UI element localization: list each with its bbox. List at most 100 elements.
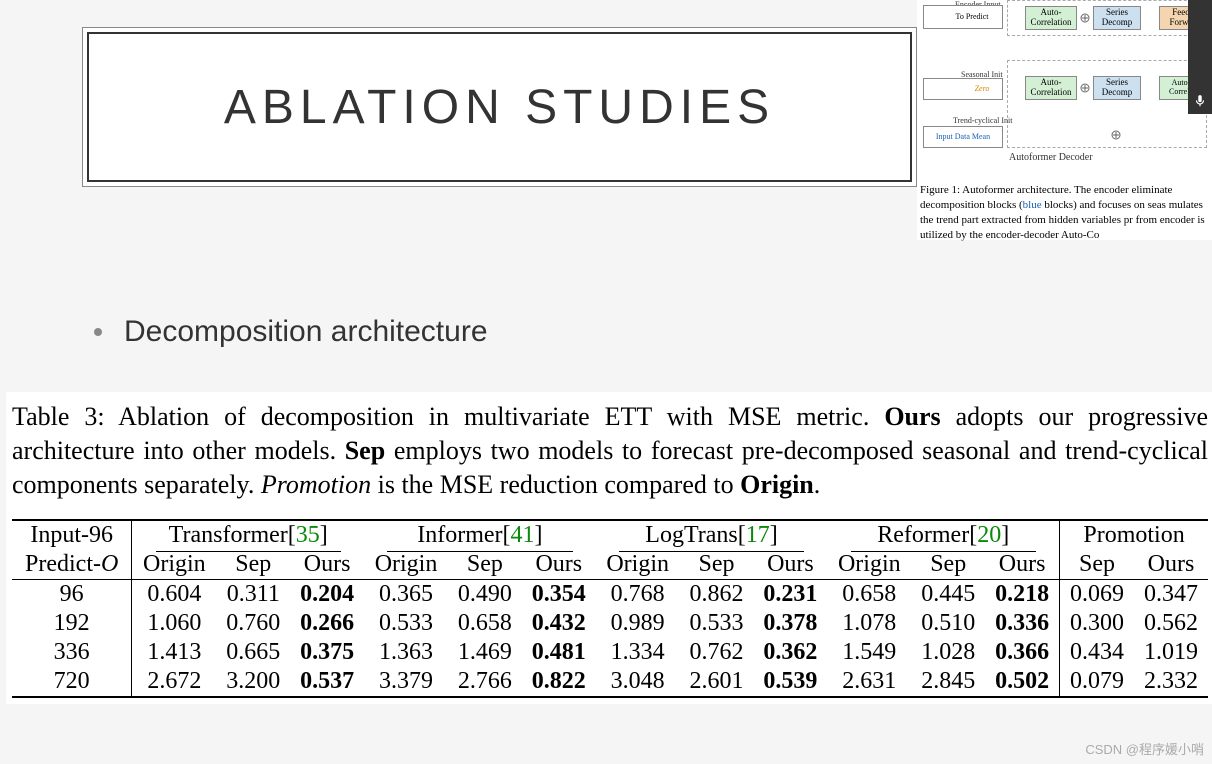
table-cell: 0.432 bbox=[522, 609, 596, 638]
to-predict-text: To Predict bbox=[956, 13, 989, 22]
table-header-row-2: Predict-O Origin Sep Ours Origin Sep Our… bbox=[12, 550, 1208, 580]
input-96-cell: Input-96 bbox=[12, 520, 132, 550]
decoder-label: Autoformer Decoder bbox=[1009, 152, 1093, 163]
cap-lead: Table 3: Ablation of decomposition in mu… bbox=[12, 402, 884, 431]
row-header: 720 bbox=[12, 667, 132, 697]
col-h: Ours bbox=[985, 550, 1059, 580]
table-cell: 0.434 bbox=[1060, 638, 1134, 667]
table-row: 960.6040.3110.2040.3650.4900.3540.7680.8… bbox=[12, 580, 1208, 610]
to-predict-box: To Predict bbox=[923, 5, 1003, 29]
col-h: Sep bbox=[448, 550, 522, 580]
table-caption: Table 3: Ablation of decomposition in mu… bbox=[12, 400, 1208, 501]
table-cell: 0.658 bbox=[448, 609, 522, 638]
m3-cite: 20 bbox=[977, 522, 1001, 548]
table-cell: 0.362 bbox=[753, 638, 827, 667]
table-row: 3361.4130.6650.3751.3631.4690.4811.3340.… bbox=[12, 638, 1208, 667]
cap-ours: Ours bbox=[884, 402, 940, 431]
table-cell: 0.231 bbox=[753, 580, 827, 610]
table-cell: 0.510 bbox=[911, 609, 985, 638]
table-cell: 0.502 bbox=[985, 667, 1059, 697]
table-cell: 2.845 bbox=[911, 667, 985, 697]
ablation-table: Input-96 Transformer[35] Informer[41] Lo… bbox=[12, 519, 1208, 698]
table-cell: 2.766 bbox=[448, 667, 522, 697]
caption-l1: Figure 1: Autoformer architecture. The e… bbox=[920, 184, 1172, 196]
input-mean-text: Input Data Mean bbox=[936, 133, 990, 142]
table-cell: 0.311 bbox=[216, 580, 290, 610]
table-cell: 0.354 bbox=[522, 580, 596, 610]
table-cell: 0.366 bbox=[985, 638, 1059, 667]
row-header: 192 bbox=[12, 609, 132, 638]
plus-icon bbox=[1080, 13, 1090, 23]
table-cell: 1.549 bbox=[827, 638, 911, 667]
model-transformer: Transformer[35] bbox=[132, 520, 364, 550]
bullet-row: Decomposition architecture bbox=[94, 315, 488, 349]
m0-name: Transformer bbox=[169, 522, 288, 548]
m0-cite: 35 bbox=[296, 522, 320, 548]
table-cell: 2.631 bbox=[827, 667, 911, 697]
row-header: 336 bbox=[12, 638, 132, 667]
plus-icon bbox=[1080, 83, 1090, 93]
watermark: CSDN @程序媛小哨 bbox=[1085, 739, 1204, 758]
table-row: 1921.0600.7600.2660.5330.6580.4320.9890.… bbox=[12, 609, 1208, 638]
table-cell: 0.658 bbox=[827, 580, 911, 610]
m1-cite: 41 bbox=[511, 522, 535, 548]
col-h: Origin bbox=[827, 550, 911, 580]
slide-title: ABLATION STUDIES bbox=[224, 80, 775, 135]
table-cell: 0.822 bbox=[522, 667, 596, 697]
col-h: Sep bbox=[680, 550, 754, 580]
table-cell: 0.533 bbox=[680, 609, 754, 638]
series-decomp-1: Series Decomp bbox=[1093, 6, 1141, 30]
m2-name: LogTrans bbox=[645, 522, 737, 548]
seasonal-box: Zero bbox=[923, 78, 1003, 100]
table-cell: 0.760 bbox=[216, 609, 290, 638]
model-logtrans: LogTrans[17] bbox=[596, 520, 828, 550]
table-cell: 0.266 bbox=[290, 609, 364, 638]
table-body: 960.6040.3110.2040.3650.4900.3540.7680.8… bbox=[12, 580, 1208, 698]
table-cell: 0.665 bbox=[216, 638, 290, 667]
col-h: Origin bbox=[364, 550, 448, 580]
decoder-dash bbox=[1007, 60, 1207, 148]
m3-name: Reformer bbox=[877, 522, 969, 548]
table-cell: 0.375 bbox=[290, 638, 364, 667]
table-cell: 0.336 bbox=[985, 609, 1059, 638]
table-cell: 0.069 bbox=[1060, 580, 1134, 610]
table-cell: 0.562 bbox=[1134, 609, 1208, 638]
table-cell: 2.672 bbox=[132, 667, 216, 697]
cap-promo: Promotion bbox=[261, 470, 371, 499]
m2-cite: 17 bbox=[746, 522, 770, 548]
m1-name: Informer bbox=[417, 522, 502, 548]
cap-t4: . bbox=[814, 470, 821, 499]
table-cell: 0.218 bbox=[985, 580, 1059, 610]
table-cell: 1.078 bbox=[827, 609, 911, 638]
table-cell: 3.048 bbox=[596, 667, 680, 697]
predict-text: Predict- bbox=[25, 551, 101, 577]
table-cell: 3.200 bbox=[216, 667, 290, 697]
col-h: Ours bbox=[753, 550, 827, 580]
table-cell: 0.533 bbox=[364, 609, 448, 638]
table-cell: 1.413 bbox=[132, 638, 216, 667]
predict-o: O bbox=[101, 551, 118, 577]
table-cell: 2.332 bbox=[1134, 667, 1208, 697]
col-h: Ours bbox=[522, 550, 596, 580]
table-cell: 0.365 bbox=[364, 580, 448, 610]
table-cell: 2.601 bbox=[680, 667, 754, 697]
table-cell: 1.363 bbox=[364, 638, 448, 667]
col-h: Ours bbox=[290, 550, 364, 580]
table-cell: 0.768 bbox=[596, 580, 680, 610]
col-h: Sep bbox=[911, 550, 985, 580]
row-header: 96 bbox=[12, 580, 132, 610]
table-cell: 0.347 bbox=[1134, 580, 1208, 610]
table-cell: 1.028 bbox=[911, 638, 985, 667]
table-cell: 1.334 bbox=[596, 638, 680, 667]
bullet-text: Decomposition architecture bbox=[124, 315, 488, 349]
table-header-row-1: Input-96 Transformer[35] Informer[41] Lo… bbox=[12, 520, 1208, 550]
table-cell: 0.762 bbox=[680, 638, 754, 667]
col-h: Sep bbox=[216, 550, 290, 580]
table-cell: 1.019 bbox=[1134, 638, 1208, 667]
col-h: Origin bbox=[596, 550, 680, 580]
caption-blue: blue bbox=[1023, 199, 1042, 211]
auto-corr-1: Auto- Correlation bbox=[1025, 6, 1077, 30]
table-cell: 0.490 bbox=[448, 580, 522, 610]
table-cell: 0.079 bbox=[1060, 667, 1134, 697]
table-cell: 0.481 bbox=[522, 638, 596, 667]
